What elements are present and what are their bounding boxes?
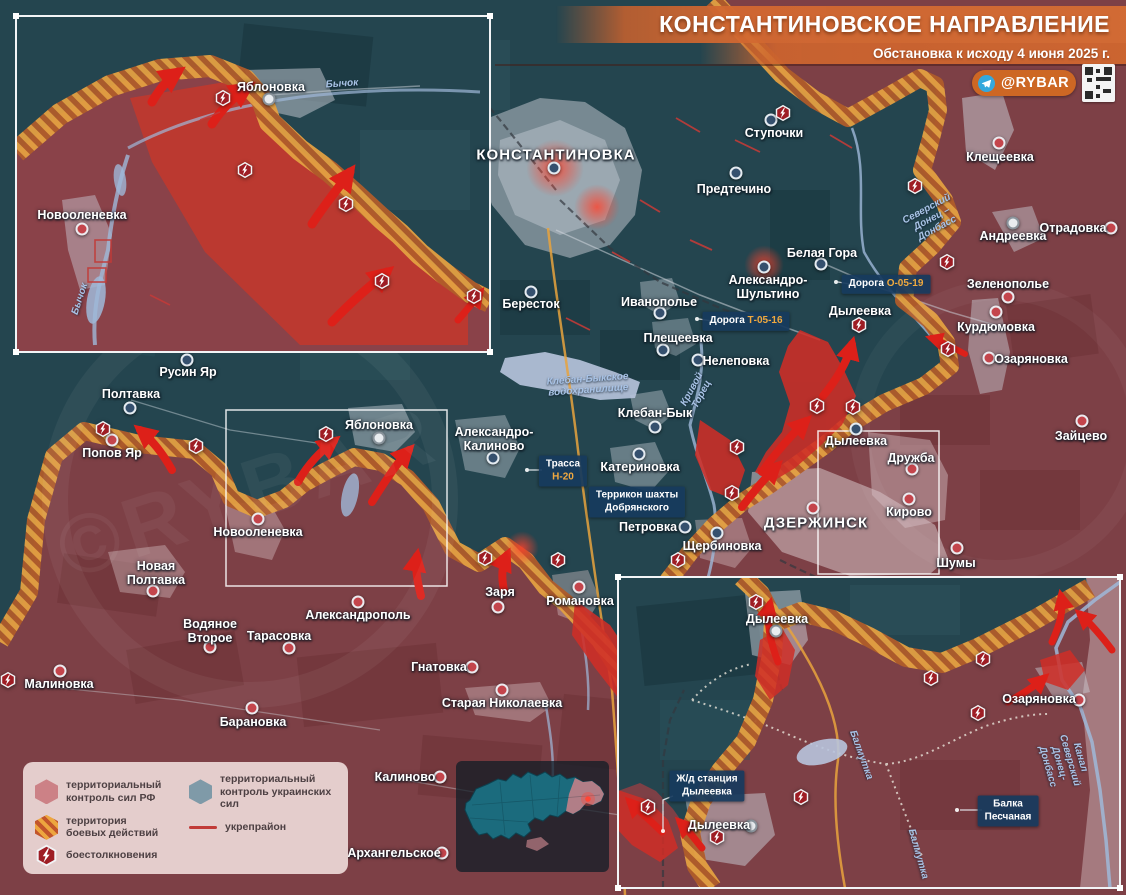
- legend-label: территориальный контроль сил РФ: [66, 779, 162, 804]
- inset-borders: [13, 13, 1123, 891]
- legend-item: территориальный контроль сил РФ: [35, 773, 183, 811]
- legend-item: укрепрайон: [189, 815, 336, 840]
- inset2-front-line-b: [770, 579, 1095, 673]
- legend-item: боестолкновения: [35, 844, 183, 867]
- inset-dyleevka: [618, 577, 1120, 888]
- title-underline: [495, 64, 1126, 66]
- fortline-icon: [189, 825, 217, 829]
- inset-yablonovka: [16, 16, 490, 352]
- legend-label: территория боевых действий: [66, 814, 159, 840]
- crimea-shape: [526, 837, 549, 851]
- location-dot: [585, 796, 591, 802]
- strike-glow: [574, 184, 620, 230]
- hex-ua-icon: [189, 779, 212, 805]
- strike-glow: [526, 139, 584, 197]
- balka-outline: [691, 663, 1049, 857]
- strike-glow: [744, 245, 784, 285]
- urban-areas: [108, 92, 1044, 722]
- map-title: КОНСТАНТИНОВСКОЕ НАПРАВЛЕНИЕ: [556, 6, 1126, 43]
- legend: территориальный контроль сил РФ территори…: [23, 762, 348, 874]
- attack-arrows: [133, 332, 968, 600]
- qr-code: [1082, 64, 1115, 102]
- legend-label: укрепрайон: [225, 821, 287, 834]
- strike-glow: [505, 531, 539, 565]
- inset1-front-line: [16, 55, 490, 312]
- front-line-west: [0, 422, 636, 694]
- legend-label: территориальный контроль украинских сил: [220, 773, 332, 811]
- ukraine-minimap: [456, 761, 609, 872]
- rybar-badge: @RYBAR: [972, 70, 1076, 96]
- rybar-handle: @RYBAR: [1001, 75, 1070, 91]
- legend-item: территориальный контроль украинских сил: [189, 773, 336, 811]
- legend-item: территория боевых действий: [35, 815, 183, 840]
- clash-icon: [35, 844, 58, 867]
- legend-label: боестолкновения: [66, 849, 158, 862]
- hex-rf-icon: [35, 779, 58, 805]
- front-line-east: [613, 0, 961, 679]
- telegram-icon: [978, 74, 995, 92]
- ukraine-east-zone: [566, 778, 604, 814]
- map-subtitle: Обстановка к исходу 4 июня 2025 г.: [700, 43, 1126, 64]
- hex-zone-icon: [35, 814, 58, 840]
- inset1-source-box: [225, 409, 448, 587]
